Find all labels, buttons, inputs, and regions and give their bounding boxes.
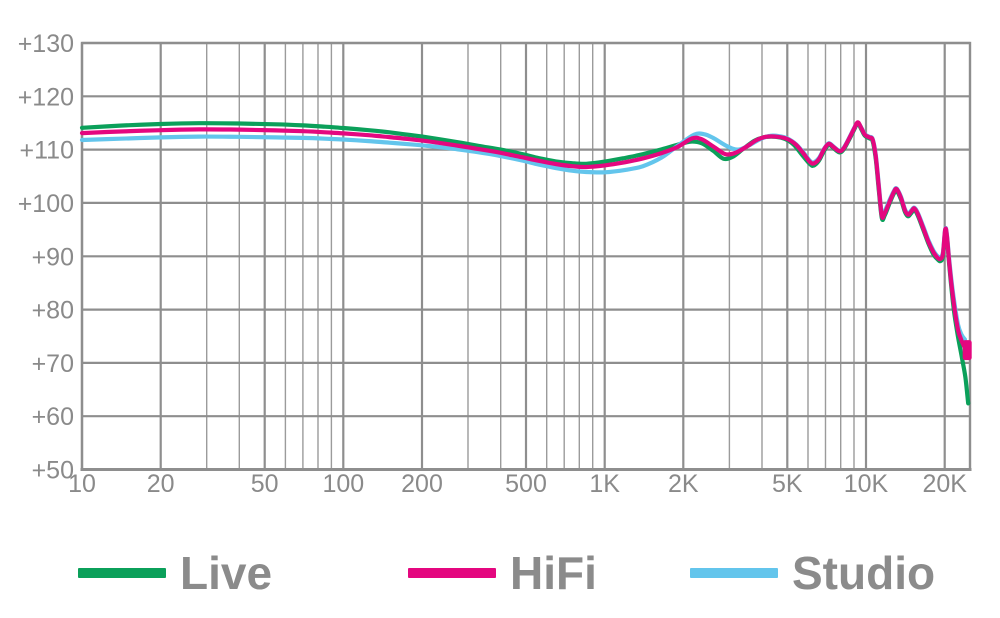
legend-item-hifi: HiFi	[408, 538, 597, 608]
studio-label: Studio	[792, 547, 936, 599]
x-tick-label: 200	[401, 470, 443, 498]
live-swatch-icon	[78, 568, 166, 578]
hifi-label: HiFi	[510, 547, 597, 599]
x-tick-label: 10K	[844, 470, 889, 498]
x-tick-label: 20K	[922, 470, 967, 498]
live-label: Live	[180, 547, 273, 599]
x-tick-label: 2K	[668, 470, 699, 498]
y-tick-label: +50	[32, 457, 74, 485]
hifi-end-cap	[962, 340, 972, 361]
hifi-swatch-icon	[408, 568, 496, 578]
y-tick-label: +110	[20, 137, 74, 165]
hifi-curve	[79, 120, 970, 353]
studio-swatch-icon	[690, 568, 778, 578]
y-tick-label: +120	[18, 83, 74, 111]
y-tick-label: +80	[32, 297, 74, 325]
y-tick-label: +70	[32, 350, 74, 378]
x-tick-label: 100	[322, 470, 364, 498]
y-tick-label: +90	[32, 243, 74, 271]
y-tick-label: +130	[18, 30, 74, 58]
y-tick-label: +60	[32, 403, 74, 431]
legend: Live HiFi Studio	[0, 538, 1000, 608]
x-tick-label: 1K	[589, 470, 620, 498]
x-tick-label: 5K	[772, 470, 803, 498]
x-tick-label: 500	[505, 470, 547, 498]
legend-item-studio: Studio	[690, 538, 935, 608]
x-tick-label: 20	[147, 470, 175, 498]
x-tick-label: 50	[251, 470, 279, 498]
y-tick-label: +100	[18, 190, 74, 218]
legend-item-live: Live	[78, 538, 272, 608]
x-tick-label: 10	[68, 470, 96, 498]
